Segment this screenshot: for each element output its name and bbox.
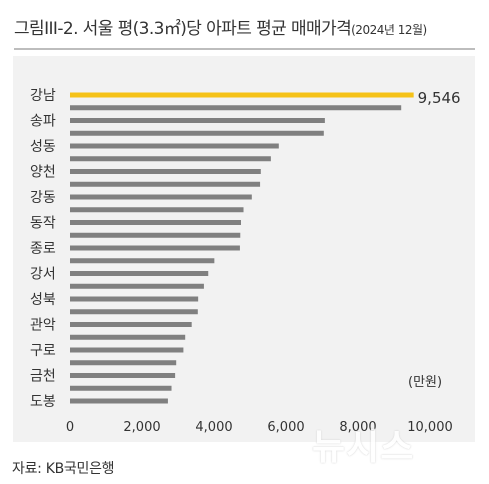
x-tick-label: 10,000 <box>407 420 453 435</box>
bar <box>70 118 325 123</box>
category-label: 금천 <box>30 369 56 385</box>
bar <box>70 194 252 200</box>
category-label: 성북 <box>30 292 56 308</box>
bar <box>70 207 244 213</box>
bar <box>70 398 168 404</box>
category-label: 동작 <box>30 216 56 232</box>
bar <box>70 385 172 391</box>
category-label: 종로 <box>30 241 56 257</box>
bar <box>70 271 209 276</box>
bar <box>70 296 199 302</box>
category-label: 구로 <box>30 343 56 359</box>
bar <box>70 220 241 225</box>
bar <box>70 143 279 149</box>
x-tick-label: 2,000 <box>123 420 160 435</box>
bar <box>70 309 198 315</box>
bar <box>70 334 186 340</box>
category-label: 도봉 <box>30 394 56 410</box>
bar <box>70 181 261 187</box>
x-tick-label: 4,000 <box>195 420 232 435</box>
title-divider <box>14 48 475 50</box>
bar <box>70 105 402 111</box>
category-label: 성동 <box>30 139 56 155</box>
category-label: 양천 <box>30 165 56 181</box>
bar <box>70 347 184 353</box>
watermark-logo: 뉴시스 <box>312 418 414 470</box>
chart-title-date: (2024년 12월) <box>351 23 427 37</box>
bar <box>70 169 261 174</box>
chart-title-main: 그림III-2. 서울 평(3.3㎡)당 아파트 평균 매매가격 <box>14 19 352 39</box>
x-tick-label: 6,000 <box>267 420 304 435</box>
watermark-text: 뉴시스 <box>312 427 415 468</box>
x-tick-label: 8,000 <box>339 420 376 435</box>
bar <box>70 373 176 378</box>
bar-highlight <box>70 92 414 98</box>
category-label: 강동 <box>30 190 56 206</box>
x-axis-ticks: 0 2,000 4,000 6,000 8,000 10,000 <box>66 420 453 435</box>
data-label: 9,546 <box>418 89 461 107</box>
x-tick-label: 0 <box>66 420 74 435</box>
category-label: 송파 <box>30 114 56 130</box>
bar <box>70 258 215 264</box>
bar <box>70 360 177 366</box>
bar <box>70 156 271 162</box>
bar <box>70 130 324 136</box>
unit-label: (만원) <box>408 375 442 390</box>
category-label: 강서 <box>30 267 56 283</box>
category-label: 관악 <box>30 318 56 334</box>
bar-group: 9,546 <box>70 89 461 404</box>
category-label: 강남 <box>30 88 56 104</box>
bar <box>70 283 204 289</box>
bar <box>70 322 192 327</box>
bar <box>70 232 241 238</box>
source-note: 자료: KB국민은행 <box>12 461 115 477</box>
chart-title: 그림III-2. 서울 평(3.3㎡)당 아파트 평균 매매가격(2024년 1… <box>14 14 474 48</box>
bar <box>70 245 240 251</box>
